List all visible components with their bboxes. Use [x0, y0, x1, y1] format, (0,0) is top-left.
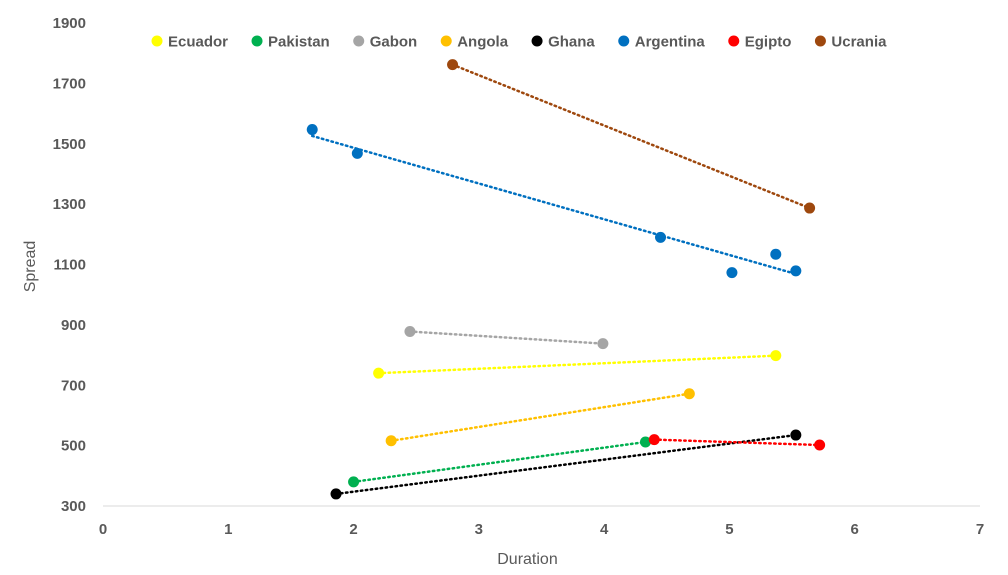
- legend-marker: [814, 35, 826, 47]
- trendline: [653, 438, 821, 447]
- data-point: [683, 388, 695, 400]
- x-tick-label: 2: [349, 521, 357, 538]
- legend-label: Egipto: [745, 34, 792, 51]
- x-axis-title: Duration: [497, 551, 557, 568]
- trendline: [408, 330, 605, 345]
- legend-marker: [728, 35, 740, 47]
- legend-label: Angola: [457, 34, 508, 51]
- legend-marker: [353, 35, 365, 47]
- y-tick-label: 1100: [53, 257, 86, 274]
- data-point: [726, 267, 738, 279]
- data-point: [351, 147, 363, 159]
- data-point: [770, 248, 782, 260]
- data-point: [447, 59, 459, 71]
- x-tick-label: 0: [99, 521, 107, 538]
- data-point: [404, 326, 416, 338]
- x-tick-label: 6: [851, 521, 859, 538]
- legend-marker: [440, 35, 452, 47]
- legend-label: Gabon: [370, 34, 418, 51]
- y-tick-label: 1500: [53, 136, 86, 153]
- legend-label: Argentina: [635, 34, 706, 51]
- data-point: [648, 434, 660, 446]
- y-tick-label: 900: [61, 317, 86, 334]
- trendlines: [310, 63, 821, 496]
- y-tick-label: 1700: [53, 75, 86, 92]
- y-tick-label: 300: [61, 498, 86, 515]
- x-tick-label: 5: [725, 521, 733, 538]
- y-tick-label: 500: [61, 438, 86, 455]
- y-tick-label: 700: [61, 377, 86, 394]
- data-point: [814, 439, 826, 451]
- trendline: [377, 354, 778, 375]
- data-point: [790, 429, 802, 441]
- legend-marker: [251, 35, 263, 47]
- trendline: [334, 433, 798, 496]
- axes: 300 500 700 900 1100 1300 1500 1700 1900 0 1 2 3 4 5 6 7: [53, 15, 985, 538]
- y-axis-title: Spread: [22, 241, 39, 293]
- trendline: [389, 392, 691, 443]
- legend-label: Ucrania: [831, 34, 887, 51]
- data-point: [790, 265, 802, 277]
- data-point: [330, 488, 342, 500]
- data-point: [348, 476, 360, 488]
- data-point: [306, 124, 318, 136]
- y-tick-label: 1300: [53, 196, 86, 213]
- legend-label: Pakistan: [268, 34, 330, 51]
- data-point: [655, 231, 667, 243]
- legend-marker: [531, 35, 543, 47]
- legend-marker: [151, 35, 163, 47]
- legend-label: Ghana: [548, 34, 595, 51]
- trendline: [451, 63, 811, 210]
- data-point: [385, 435, 397, 447]
- x-tick-label: 3: [475, 521, 483, 538]
- trendline: [310, 134, 798, 276]
- data-point: [770, 350, 782, 362]
- data-point: [804, 202, 816, 214]
- y-tick-label: 1900: [53, 15, 86, 32]
- legend: Ecuador Pakistan Gabon Angola Ghana Argentina…: [151, 34, 887, 51]
- x-tick-label: 1: [224, 521, 232, 538]
- data-points: [306, 59, 826, 500]
- x-tick-label: 4: [600, 521, 609, 538]
- legend-marker: [618, 35, 630, 47]
- legend-label: Ecuador: [168, 34, 228, 51]
- data-point: [639, 436, 651, 448]
- x-tick-label: 7: [976, 521, 984, 538]
- trendline: [352, 440, 647, 484]
- data-point: [597, 338, 609, 350]
- data-point: [373, 367, 385, 379]
